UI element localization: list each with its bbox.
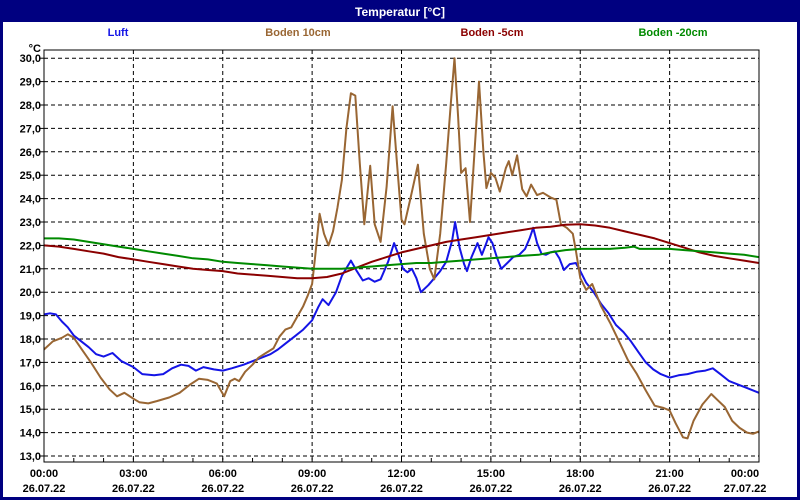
series-line-boden-5cm (44, 223, 759, 280)
series-line-boden-10cm (44, 57, 759, 440)
window-title: Temperatur [°C] (3, 3, 797, 22)
y-axis-tick-label: 13,0 (20, 451, 41, 463)
x-axis-time-label: 00:00 (30, 468, 58, 480)
x-axis-date-label: 26.07.22 (648, 483, 691, 495)
y-axis-tick-label: 19,0 (20, 311, 41, 323)
temperature-chart: 30,0 29,0 28,0 27,0 26,0 25,0 24,0 23,0 22,0 21,0… (20, 43, 767, 495)
y-axis-tick-label: 29,0 (20, 77, 41, 89)
legend-item-boden-20cm: Boden -20cm (638, 27, 708, 39)
x-axis-time-label: 09:00 (298, 468, 326, 480)
x-axis-date-label: 26.07.22 (201, 483, 244, 495)
legend-item-boden-5cm: Boden -5cm (460, 27, 524, 39)
x-axis-time-label: 18:00 (566, 468, 594, 480)
x-axis-time-label: 03:00 (119, 468, 147, 480)
y-axis-tick-label: 15,0 (20, 404, 41, 416)
y-axis-tick-label: 17,0 (20, 357, 41, 369)
x-axis-date-label: 26.07.22 (559, 483, 602, 495)
y-axis-tick-label: 20,0 (20, 287, 41, 299)
chart-legend: Luft Boden 10cm Boden -5cm Boden -20cm (3, 22, 797, 46)
legend-item-luft: Luft (107, 27, 129, 39)
x-axis-date-label: 26.07.22 (380, 483, 423, 495)
x-axis-time-label: 12:00 (387, 468, 415, 480)
legend-item-boden-10cm: Boden 10cm (265, 27, 331, 39)
y-axis-tick-label: 21,0 (20, 264, 41, 276)
x-axis-date-label: 26.07.22 (469, 483, 512, 495)
x-axis-date-label: 26.07.22 (112, 483, 155, 495)
x-axis-date-label: 27.07.22 (724, 483, 767, 495)
y-axis-tick-label: 28,0 (20, 100, 41, 112)
y-axis-tick-label: 30,0 (20, 53, 41, 65)
y-axis-unit-label: °C (29, 43, 41, 55)
x-axis-time-label: 06:00 (209, 468, 237, 480)
y-axis-tick-label: 14,0 (20, 428, 41, 440)
x-axis-time-label: 00:00 (731, 468, 759, 480)
x-axis-time-label: 15:00 (477, 468, 505, 480)
y-axis-tick-label: 23,0 (20, 217, 41, 229)
y-axis-tick-label: 16,0 (20, 381, 41, 393)
x-axis-date-label: 26.07.22 (23, 483, 66, 495)
y-axis-tick-label: 22,0 (20, 240, 41, 252)
y-axis-tick-label: 24,0 (20, 194, 41, 206)
x-axis-date-label: 26.07.22 (291, 483, 334, 495)
x-axis-time-label: 21:00 (656, 468, 684, 480)
series-line-boden-20cm (44, 237, 759, 270)
y-axis-tick-label: 26,0 (20, 147, 41, 159)
y-axis-tick-label: 25,0 (20, 170, 41, 182)
y-axis-tick-label: 27,0 (20, 123, 41, 135)
plot-border (43, 49, 760, 463)
y-axis-tick-label: 18,0 (20, 334, 41, 346)
